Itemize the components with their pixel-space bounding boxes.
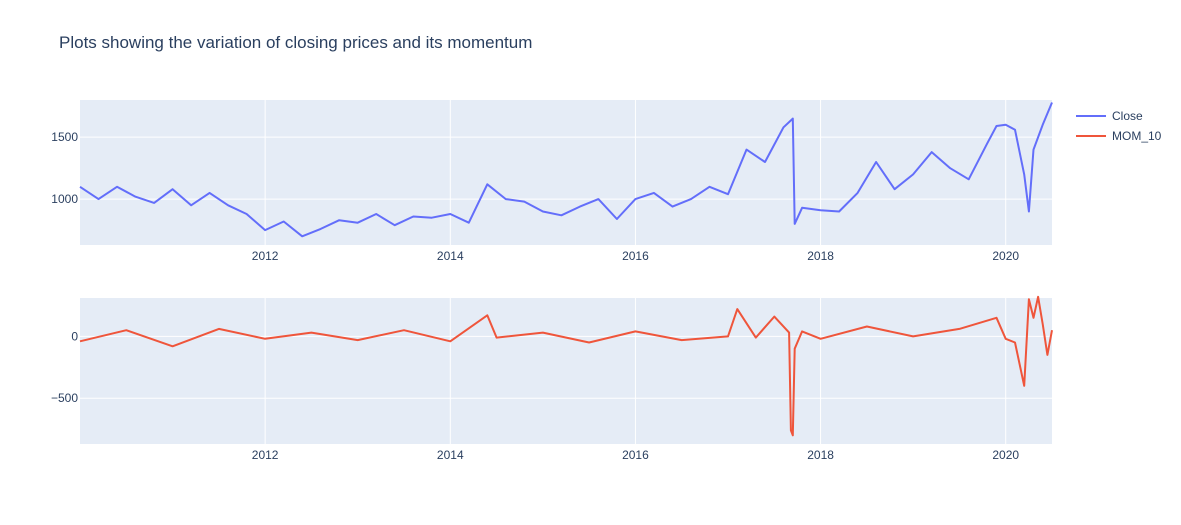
y-tick-label: 1500	[51, 130, 78, 144]
x-tick-label: 2020	[992, 448, 1019, 462]
x-tick-label: 2012	[252, 448, 279, 462]
legend-label-mom10: MOM_10	[1112, 129, 1162, 143]
legend-swatch-close	[1076, 115, 1106, 117]
plot-area-mom10[interactable]	[80, 298, 1052, 444]
y-tick-label: 0	[71, 329, 78, 343]
series-line-close[interactable]	[79, 102, 1053, 238]
x-tick-label: 2018	[807, 249, 834, 263]
y-tick-label: 1000	[51, 192, 78, 206]
x-tick-label: 2020	[992, 249, 1019, 263]
legend-label-close: Close	[1112, 109, 1143, 123]
series-line-mom10[interactable]	[79, 295, 1053, 437]
close-price-subplot: 2012 2014 2016 2018 2020 1000 1500	[51, 100, 1053, 263]
momentum-subplot: 2012 2014 2016 2018 2020 0 −500	[51, 295, 1053, 462]
plot-area-close[interactable]	[80, 100, 1052, 245]
x-tick-label: 2016	[622, 448, 649, 462]
x-tick-label: 2012	[252, 249, 279, 263]
x-tick-label: 2018	[807, 448, 834, 462]
legend: Close MOM_10	[1076, 106, 1161, 146]
x-tick-label: 2014	[437, 448, 464, 462]
y-tick-label: −500	[51, 391, 78, 405]
legend-swatch-mom10	[1076, 135, 1106, 137]
legend-item-close[interactable]: Close	[1076, 106, 1161, 126]
x-tick-label: 2016	[622, 249, 649, 263]
chart-title: Plots showing the variation of closing p…	[59, 33, 533, 52]
x-tick-label: 2014	[437, 249, 464, 263]
legend-item-mom10[interactable]: MOM_10	[1076, 126, 1161, 146]
